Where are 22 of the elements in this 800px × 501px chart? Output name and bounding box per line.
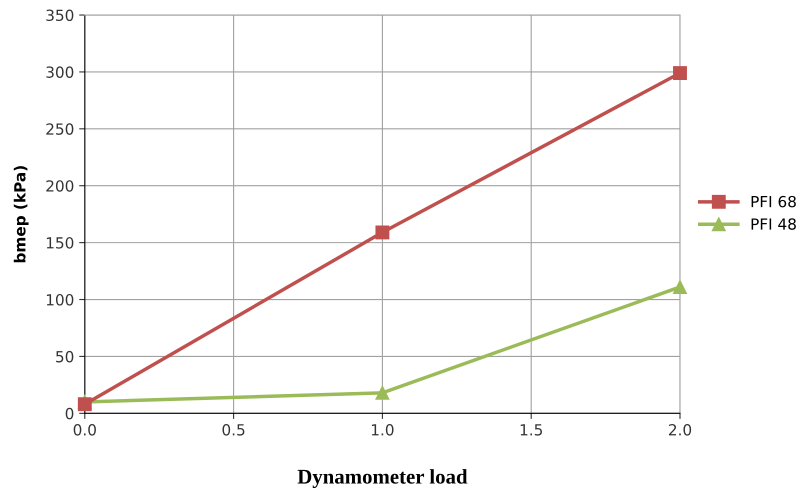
x-tick-label: 1.0 bbox=[372, 424, 394, 436]
x-tick-label: 0.5 bbox=[222, 424, 244, 436]
y-tick-label: 50 bbox=[56, 350, 74, 362]
y-tick-label: 100 bbox=[46, 294, 74, 306]
y-tick-label: 200 bbox=[46, 180, 74, 192]
x-tick-label: 0.0 bbox=[74, 424, 96, 436]
point bbox=[375, 225, 390, 240]
legend-label: PFI 48 bbox=[752, 218, 796, 230]
y-tick-label: 350 bbox=[46, 9, 74, 22]
y-tick-label: 300 bbox=[46, 66, 74, 78]
x-axis-title: Dynamometer load bbox=[298, 469, 468, 488]
point bbox=[375, 386, 390, 400]
y-axis-title: bmep (kPa) bbox=[14, 166, 29, 262]
y-tick-label: 0 bbox=[66, 408, 74, 420]
y-tick-label: 150 bbox=[46, 237, 74, 249]
legend-label: PFI 68 bbox=[752, 196, 796, 208]
y-tick-label: 250 bbox=[46, 123, 74, 135]
x-tick-label: 1.5 bbox=[520, 424, 542, 436]
point bbox=[673, 280, 687, 294]
point bbox=[673, 66, 687, 80]
point bbox=[78, 397, 92, 412]
x-tick-label: 2.0 bbox=[668, 424, 692, 436]
